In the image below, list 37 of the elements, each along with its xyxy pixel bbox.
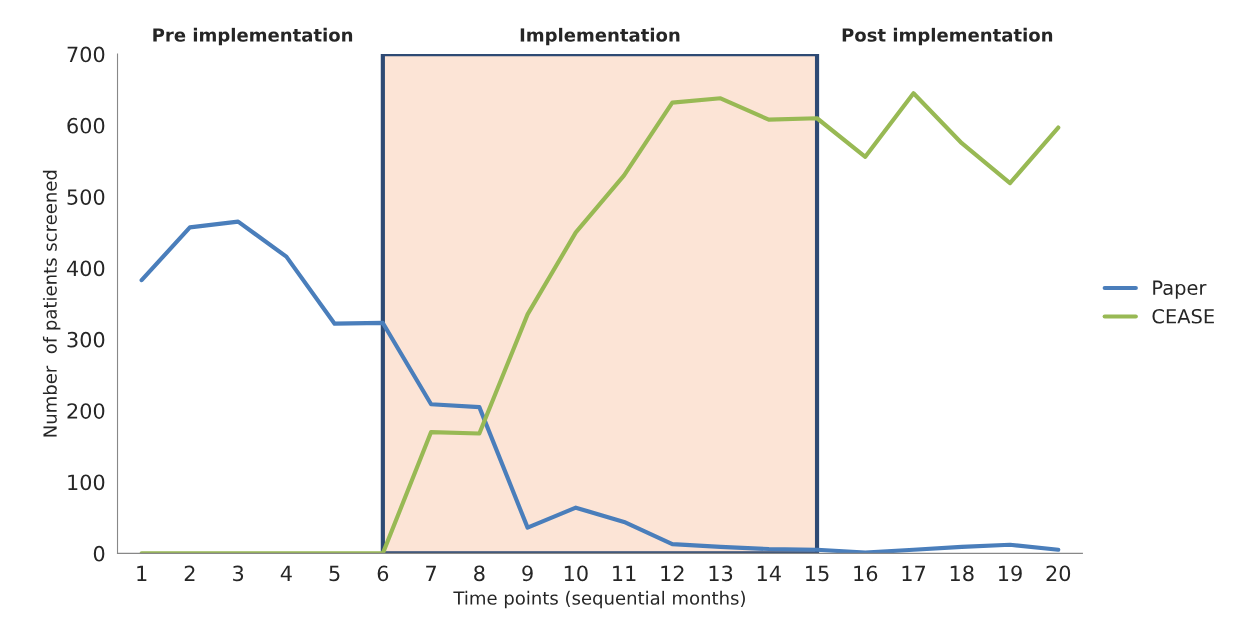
x-tick-label: 16	[854, 565, 878, 582]
y-tick-label: 0	[93, 545, 105, 562]
y-tick-label: 300	[67, 331, 105, 348]
x-tick-label: 3	[233, 565, 244, 582]
x-tick-label: 2	[184, 565, 195, 581]
x-tick-label: 5	[329, 565, 340, 582]
x-axis-title: Time points (sequential months)	[453, 590, 745, 609]
y-tick-label: 200	[67, 403, 105, 419]
x-tick-label: 12	[661, 565, 684, 581]
x-tick-label: 18	[950, 565, 974, 582]
y-tick-label: 500	[67, 189, 105, 205]
y-axis-title: Number of patients screened	[42, 170, 61, 437]
x-tick-label: 19	[999, 565, 1022, 582]
x-tick-label: 7	[426, 565, 436, 581]
x-tick-label: 15	[806, 565, 829, 582]
text: Pre implementation	[153, 27, 353, 46]
y-tick-label: 600	[67, 117, 105, 134]
x-tick-label: 1	[137, 565, 147, 581]
x-tick-label: 8	[474, 565, 485, 582]
y-tick-label: 100	[68, 474, 105, 491]
x-tick-label: 14	[757, 565, 781, 581]
x-tick-label: 17	[902, 565, 925, 581]
legend-label: Paper	[1153, 280, 1207, 299]
legend-label: CEASE	[1152, 308, 1214, 324]
x-tick-label: 4	[280, 565, 292, 581]
x-tick-label: 10	[564, 565, 588, 582]
x-tick-label: 9	[522, 565, 533, 582]
y-tick-label: 400	[66, 260, 105, 277]
line-series	[139, 91, 1061, 554]
y-tick-label: 700	[67, 46, 105, 63]
x-tick-label: 20	[1046, 565, 1071, 582]
x-tick-label: 11	[613, 565, 636, 581]
line-series	[139, 219, 1061, 554]
x-tick-label: 13	[709, 565, 733, 582]
x-tick-label: 6	[377, 565, 389, 582]
band-label: Implementation	[520, 27, 680, 46]
text: Post implementation	[842, 27, 1053, 46]
